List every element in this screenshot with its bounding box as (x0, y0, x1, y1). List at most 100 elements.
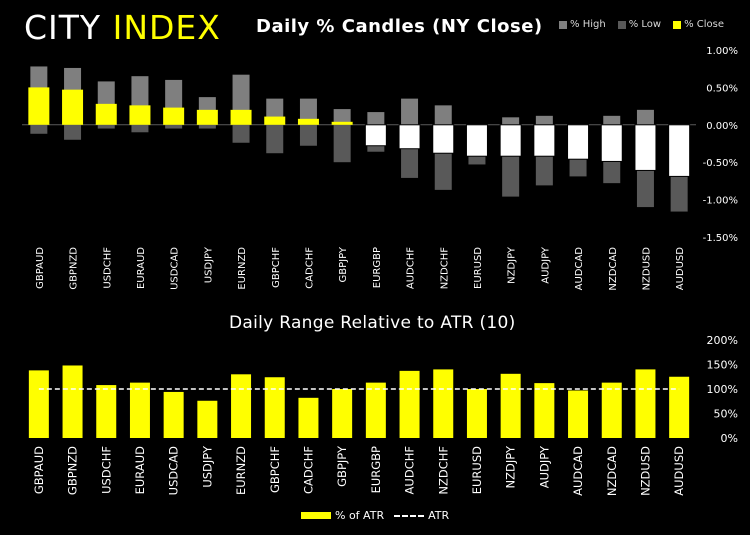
x-label-cadchf: CADCHF (304, 247, 315, 289)
close-bar-gbpnzd (62, 89, 84, 125)
close-bar-eurgbp (364, 124, 387, 147)
x-label-gbpnzd: GBPNZD (69, 247, 80, 290)
close-bar-gbpchf (264, 116, 286, 125)
legend-swatch-low (617, 20, 626, 29)
x-label-gbpchf: GBPCHF (271, 247, 282, 288)
atr-bar-nzdjpy (500, 373, 521, 438)
close-bar-usdcad (163, 107, 185, 125)
atr-bar-audjpy (534, 383, 555, 438)
x-label-atr-audusd: AUDUSD (672, 446, 686, 496)
y-tick-top-0: 1.00% (706, 46, 738, 57)
atr-bar-gbpaud (28, 370, 49, 438)
x-label-atr-eurnzd: EURNZD (234, 446, 248, 495)
legend-item-pct-atr: % of ATR (301, 509, 384, 522)
atr-bar-cadchf (298, 397, 319, 438)
legend-label-pct-atr: % of ATR (335, 509, 385, 522)
x-label-atr-usdjpy: USDJPY (200, 445, 214, 488)
atr-legend: % of ATR ATR (301, 509, 449, 522)
legend-swatch-high (559, 20, 568, 29)
y-tick-bottom-2: 100% (707, 383, 738, 396)
x-label-audchf: AUDCHF (406, 247, 417, 289)
low-bar-gbpjpy (333, 124, 351, 163)
atr-bar-gbpnzd (62, 365, 83, 438)
y-tick-top-3: -0.50% (703, 158, 738, 169)
legend-label-low: % Low (628, 19, 662, 30)
high-bar-nzdchf (434, 105, 452, 125)
atr-bar-euraud (129, 382, 150, 438)
close-bar-nzdcad (600, 124, 623, 162)
legend-item-atr: ATR (394, 509, 449, 522)
close-bar-eurusd (465, 124, 488, 157)
low-bar-usdchf (97, 124, 115, 129)
x-label-nzdcad: NZDCAD (608, 247, 619, 291)
close-bar-audjpy (533, 124, 556, 157)
atr-bar-audchf (399, 370, 420, 438)
low-bar-usdcad (165, 124, 183, 129)
atr-bar-usdjpy (197, 400, 218, 438)
x-label-atr-audcad: AUDCAD (571, 446, 585, 496)
high-bar-nzdjpy (502, 117, 520, 125)
x-label-atr-gbpchf: GBPCHF (268, 446, 282, 493)
x-label-atr-nzdchf: NZDCHF (436, 446, 450, 495)
high-bar-nzdusd (636, 109, 654, 125)
legend-swatch-close (673, 20, 682, 29)
x-label-eurnzd: EURNZD (237, 247, 248, 290)
close-bar-usdjpy (196, 109, 218, 125)
x-label-nzdjpy: NZDJPY (507, 246, 518, 284)
x-label-euraud: EURAUD (136, 247, 147, 289)
x-label-atr-usdchf: USDCHF (99, 446, 113, 494)
x-label-usdchf: USDCHF (102, 247, 113, 289)
atr-bar-gbpjpy (332, 389, 353, 438)
x-label-atr-gbpjpy: GBPJPY (335, 445, 349, 487)
x-label-audcad: AUDCAD (574, 247, 585, 291)
legend-item-close: % Close (673, 19, 724, 30)
x-label-atr-usdcad: USDCAD (167, 446, 181, 495)
x-label-usdjpy: USDJPY (203, 246, 214, 283)
x-label-atr-nzdjpy: NZDJPY (504, 445, 518, 488)
high-bar-audchf (401, 98, 419, 125)
y-tick-top-4: -1.00% (703, 196, 738, 207)
x-label-atr-nzdusd: NZDUSD (638, 446, 652, 496)
atr-bar-gbpchf (264, 377, 285, 438)
legend-label-close: % Close (684, 19, 724, 30)
close-bar-euraud (129, 105, 151, 125)
high-bar-audjpy (535, 115, 553, 125)
city-index-logo: CITY INDEX (24, 8, 221, 47)
x-label-atr-audjpy: AUDJPY (537, 445, 551, 488)
x-label-gbpaud: GBPAUD (35, 247, 46, 289)
low-bar-euraud (131, 124, 149, 133)
x-label-eurgbp: EURGBP (372, 247, 383, 288)
legend-label-atr: ATR (428, 509, 450, 522)
atr-title: Daily Range Relative to ATR (10) (229, 313, 516, 333)
atr-bar-audcad (568, 390, 589, 438)
x-label-atr-euraud: EURAUD (133, 446, 147, 494)
high-bar-cadchf (299, 98, 317, 125)
x-label-audusd: AUDUSD (675, 247, 686, 291)
high-bar-gbpjpy (333, 109, 351, 125)
x-label-usdcad: USDCAD (170, 247, 181, 290)
close-bar-gbpaud (28, 87, 50, 125)
close-bar-cadchf (297, 118, 319, 125)
close-bar-audcad (567, 124, 590, 160)
legend-label-high: % High (570, 19, 606, 30)
atr-bar-audusd (669, 376, 690, 438)
atr-bar-nzdchf (433, 369, 454, 438)
x-label-atr-eurusd: EURUSD (470, 446, 484, 494)
low-bar-gbpchf (266, 124, 284, 154)
close-bar-audchf (398, 124, 421, 150)
atr-bar-eurnzd (231, 374, 252, 438)
atr-chart: GBPAUD GBPNZD USDCHF EURAUD USDCAD USDJPY EURN… (28, 334, 738, 496)
y-tick-top-1: 0.50% (706, 83, 738, 94)
candles-title: Daily % Candles (NY Close) (256, 16, 543, 37)
close-bar-gbpjpy (331, 121, 353, 125)
atr-bar-nzdcad (601, 382, 622, 438)
low-bar-eurnzd (232, 124, 250, 143)
high-bar-eurgbp (367, 112, 385, 125)
y-tick-bottom-3: 50% (714, 408, 738, 421)
low-bar-gbpnzd (64, 124, 82, 140)
y-tick-bottom-1: 150% (707, 359, 738, 372)
logo-index: INDEX (112, 8, 221, 47)
high-bar-nzdcad (603, 115, 621, 125)
atr-bar-usdcad (163, 391, 184, 438)
